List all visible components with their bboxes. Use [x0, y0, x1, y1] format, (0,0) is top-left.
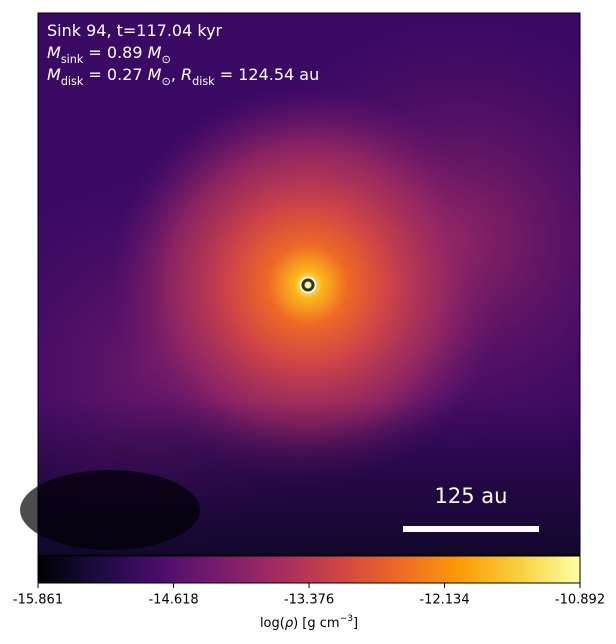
text-line: log(ρ) [g cm−3]	[260, 614, 358, 631]
text-segment: = 0.27	[83, 65, 147, 84]
scale-bar	[403, 526, 539, 532]
sink-marker	[301, 278, 315, 292]
text-segment: disk	[192, 75, 215, 88]
text-segment: M	[148, 43, 162, 62]
text-segment: M	[148, 65, 162, 84]
text-segment: Sink 94, t=117.04 kyr	[47, 21, 223, 40]
text-line: Sink 94, t=117.04 kyr	[47, 21, 223, 40]
colorbar-tick-label: -14.618	[148, 593, 198, 608]
text-segment: ρ	[285, 616, 294, 631]
text-segment: disk	[61, 75, 84, 88]
text-segment: ,	[171, 65, 181, 84]
text-segment: sink	[61, 53, 84, 66]
text-segment: ]	[353, 616, 358, 631]
text-line: Msink = 0.89 M⊙	[47, 43, 171, 66]
text-segment: M	[47, 65, 61, 84]
text-segment: = 0.89	[83, 43, 147, 62]
text-segment: ⊙	[161, 53, 170, 66]
text-segment: −3	[340, 614, 354, 624]
colorbar-tick-label: -10.892	[555, 593, 605, 608]
colorbar-tick-label: -13.376	[284, 593, 334, 608]
text-line: Mdisk = 0.27 M⊙, Rdisk = 124.54 au	[47, 65, 319, 88]
text-segment: R	[181, 65, 192, 84]
text-segment: ) [g cm	[293, 616, 339, 631]
text-segment: M	[47, 43, 61, 62]
colorbar-tick-label: -15.861	[13, 593, 63, 608]
density-image	[20, 12, 581, 556]
text-segment: ⊙	[161, 75, 170, 88]
colorbar-tick-label: -12.134	[419, 593, 469, 608]
text-segment: = 124.54 au	[215, 65, 320, 84]
colorbar	[37, 555, 581, 584]
text-segment: log(	[260, 616, 285, 631]
scale-bar-label: 125 au	[435, 484, 508, 508]
